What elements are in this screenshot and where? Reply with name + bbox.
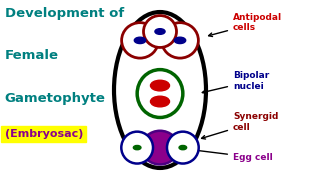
Ellipse shape (150, 80, 170, 91)
Text: Antipodal
cells: Antipodal cells (209, 13, 282, 37)
Ellipse shape (162, 23, 198, 58)
Ellipse shape (137, 70, 183, 118)
Ellipse shape (122, 23, 158, 58)
Ellipse shape (155, 29, 165, 34)
Ellipse shape (133, 145, 141, 150)
Text: Synergid
cell: Synergid cell (202, 112, 278, 139)
Text: (Embryosac): (Embryosac) (4, 129, 83, 139)
Ellipse shape (114, 12, 206, 168)
Ellipse shape (143, 15, 177, 48)
Text: Gametophyte: Gametophyte (4, 92, 105, 105)
Ellipse shape (121, 132, 153, 164)
Ellipse shape (134, 37, 146, 44)
Ellipse shape (174, 37, 186, 44)
Ellipse shape (150, 96, 170, 107)
Text: Development of: Development of (4, 7, 124, 20)
Ellipse shape (179, 145, 187, 150)
Ellipse shape (167, 132, 199, 164)
Text: Egg cell: Egg cell (193, 148, 273, 162)
Text: Female: Female (4, 49, 59, 62)
Ellipse shape (142, 131, 178, 165)
Text: Bipolar
nuclei: Bipolar nuclei (202, 71, 269, 93)
